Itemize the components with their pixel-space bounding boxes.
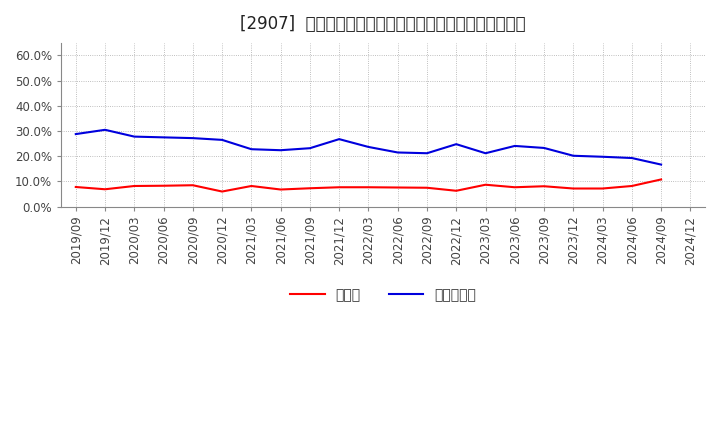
有利子負債	[569, 153, 577, 158]
有利子負債	[657, 162, 665, 167]
現須金	[335, 185, 343, 190]
現須金	[628, 183, 636, 189]
現須金	[569, 186, 577, 191]
有利子負債	[335, 136, 343, 142]
現須金	[276, 187, 285, 192]
現須金	[71, 184, 80, 190]
現須金	[305, 186, 314, 191]
現須金	[159, 183, 168, 188]
有利子負債	[598, 154, 607, 159]
現須金	[101, 187, 109, 192]
有利子負債	[189, 136, 197, 141]
現須金	[423, 185, 431, 191]
Title: [2907]  現須金、有利子負債の総資産に対する比率の推移: [2907] 現須金、有利子負債の総資産に対する比率の推移	[240, 15, 526, 33]
有利子負債	[628, 155, 636, 161]
現須金	[598, 186, 607, 191]
現須金	[130, 183, 139, 189]
現須金	[540, 183, 549, 189]
現須金	[217, 189, 226, 194]
有利子負債	[423, 150, 431, 156]
有利子負債	[452, 142, 461, 147]
有利子負債	[247, 147, 256, 152]
有利子負債	[481, 150, 490, 156]
現須金	[510, 185, 519, 190]
有利子負債	[276, 147, 285, 153]
Line: 有利子負債: 有利子負債	[76, 130, 661, 165]
有利子負債	[364, 144, 373, 150]
Line: 現須金: 現須金	[76, 180, 661, 191]
現須金	[452, 188, 461, 194]
有利子負債	[101, 127, 109, 132]
現須金	[189, 183, 197, 188]
有利子負債	[393, 150, 402, 155]
現須金	[247, 183, 256, 189]
有利子負債	[510, 143, 519, 149]
現須金	[657, 177, 665, 182]
有利子負債	[305, 146, 314, 151]
現須金	[481, 182, 490, 187]
Legend: 現須金, 有利子負債: 現須金, 有利子負債	[284, 282, 482, 308]
有利子負債	[71, 132, 80, 137]
有利子負債	[540, 145, 549, 150]
有利子負債	[159, 135, 168, 140]
現須金	[393, 185, 402, 190]
有利子負債	[130, 134, 139, 139]
有利子負債	[217, 137, 226, 143]
現須金	[364, 185, 373, 190]
